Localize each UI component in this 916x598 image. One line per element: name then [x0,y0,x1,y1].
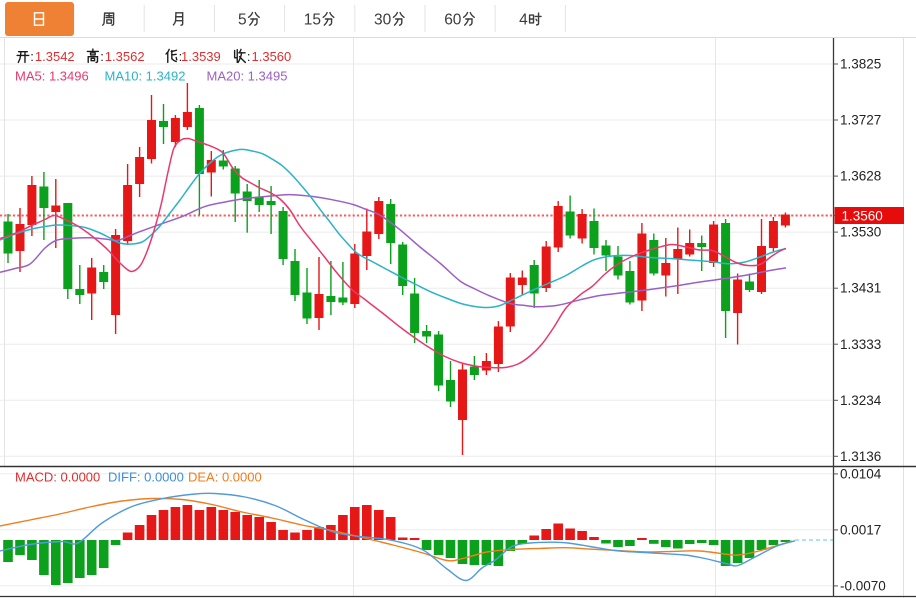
svg-text:1.3431: 1.3431 [840,281,881,296]
svg-text::: : [247,49,251,64]
svg-text:-0.0070: -0.0070 [840,578,886,593]
svg-text:30: 30 [374,12,392,29]
svg-text:1.3560: 1.3560 [842,209,883,224]
svg-text::: : [30,49,34,64]
svg-text:MA10: 1.3492: MA10: 1.3492 [105,69,186,84]
svg-text:1.3333: 1.3333 [840,337,881,352]
svg-text::: : [179,49,183,64]
svg-text:1.3136: 1.3136 [840,449,881,464]
svg-text:1.3542: 1.3542 [35,49,75,64]
svg-text:1.3727: 1.3727 [840,113,881,128]
svg-text:1.3539: 1.3539 [181,49,221,64]
svg-text:MA5: 1.3496: MA5: 1.3496 [15,69,89,84]
svg-text:1.3530: 1.3530 [840,225,881,240]
svg-text:MA20: 1.3495: MA20: 1.3495 [207,69,288,84]
svg-text:4: 4 [519,12,528,29]
svg-text:MACD: 0.0000: MACD: 0.0000 [15,470,100,485]
svg-text::: : [100,49,104,64]
svg-text:DEA: 0.0000: DEA: 0.0000 [188,470,262,485]
svg-text:0.0104: 0.0104 [840,466,882,481]
svg-text:DIFF: 0.0000: DIFF: 0.0000 [108,470,184,485]
svg-text:1.3562: 1.3562 [105,49,145,64]
svg-text:1.3825: 1.3825 [840,57,881,72]
svg-text:0.0017: 0.0017 [840,522,881,537]
svg-text:15: 15 [304,12,321,29]
svg-text:1.3560: 1.3560 [252,49,292,64]
svg-text:60: 60 [444,12,462,29]
svg-text:1.3234: 1.3234 [840,393,882,408]
svg-text:1.3628: 1.3628 [840,169,881,184]
svg-text:5: 5 [238,12,247,29]
